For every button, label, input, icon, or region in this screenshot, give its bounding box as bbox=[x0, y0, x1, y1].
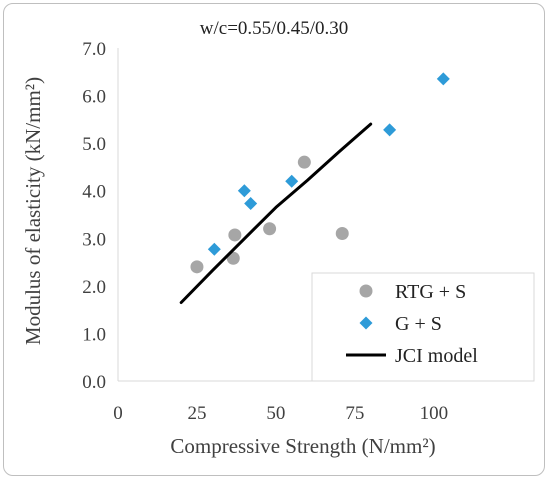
rtg-s-point bbox=[263, 222, 277, 236]
g-s-point bbox=[436, 72, 450, 86]
legend-label: G + S bbox=[395, 313, 442, 335]
g-s-point bbox=[237, 184, 251, 198]
y-tick-label: 2.0 bbox=[82, 277, 106, 298]
jci-model-line bbox=[179, 122, 373, 304]
chart-frame bbox=[3, 3, 545, 476]
rtg-s-point bbox=[335, 227, 349, 241]
legend: RTG + S G + S JCI model bbox=[311, 272, 535, 382]
series-g-s bbox=[207, 72, 450, 256]
y-axis-label: Modulus of elasticity (kN/mm²) bbox=[21, 77, 45, 345]
y-tick-label: 1.0 bbox=[82, 324, 106, 345]
x-tick-label: 0 bbox=[113, 403, 123, 424]
legend-diamond-marker bbox=[359, 316, 373, 330]
legend-label: RTG + S bbox=[395, 281, 466, 303]
x-axis-label: Compressive Strength (N/mm²) bbox=[170, 434, 435, 458]
legend-label: JCI model bbox=[395, 345, 478, 367]
g-s-point bbox=[383, 123, 397, 137]
y-tick-label: 6.0 bbox=[82, 87, 106, 108]
g-s-point bbox=[207, 242, 221, 256]
x-tick-label: 50 bbox=[266, 403, 285, 424]
legend-items: RTG + S G + S JCI model bbox=[346, 281, 478, 367]
legend-circle-marker bbox=[359, 284, 373, 298]
x-tick-label: 75 bbox=[345, 403, 364, 424]
rtg-s-point bbox=[190, 260, 204, 274]
y-tick-label: 3.0 bbox=[82, 229, 106, 250]
y-tick-label: 0.0 bbox=[82, 372, 106, 393]
chart-title: w/c=0.55/0.45/0.30 bbox=[200, 18, 348, 39]
series-jci-model bbox=[179, 122, 373, 304]
x-tick-labels: 0 25 50 75 100 bbox=[113, 403, 448, 424]
legend-item: JCI model bbox=[346, 345, 478, 367]
legend-item: RTG + S bbox=[359, 281, 466, 303]
y-tick-labels: 0.0 1.0 2.0 3.0 4.0 5.0 6.0 7.0 bbox=[82, 39, 106, 393]
x-tick-label: 100 bbox=[420, 403, 449, 424]
series-layer bbox=[179, 72, 450, 304]
g-s-point bbox=[244, 197, 258, 211]
legend-box bbox=[311, 272, 535, 382]
rtg-s-point bbox=[297, 155, 311, 169]
y-tick-label: 5.0 bbox=[82, 134, 106, 155]
x-tick-label: 25 bbox=[187, 403, 206, 424]
y-tick-label: 4.0 bbox=[82, 182, 106, 203]
g-s-point bbox=[285, 174, 299, 188]
legend-item: G + S bbox=[359, 313, 442, 335]
y-tick-label: 7.0 bbox=[82, 39, 106, 60]
rtg-s-point bbox=[228, 228, 242, 242]
